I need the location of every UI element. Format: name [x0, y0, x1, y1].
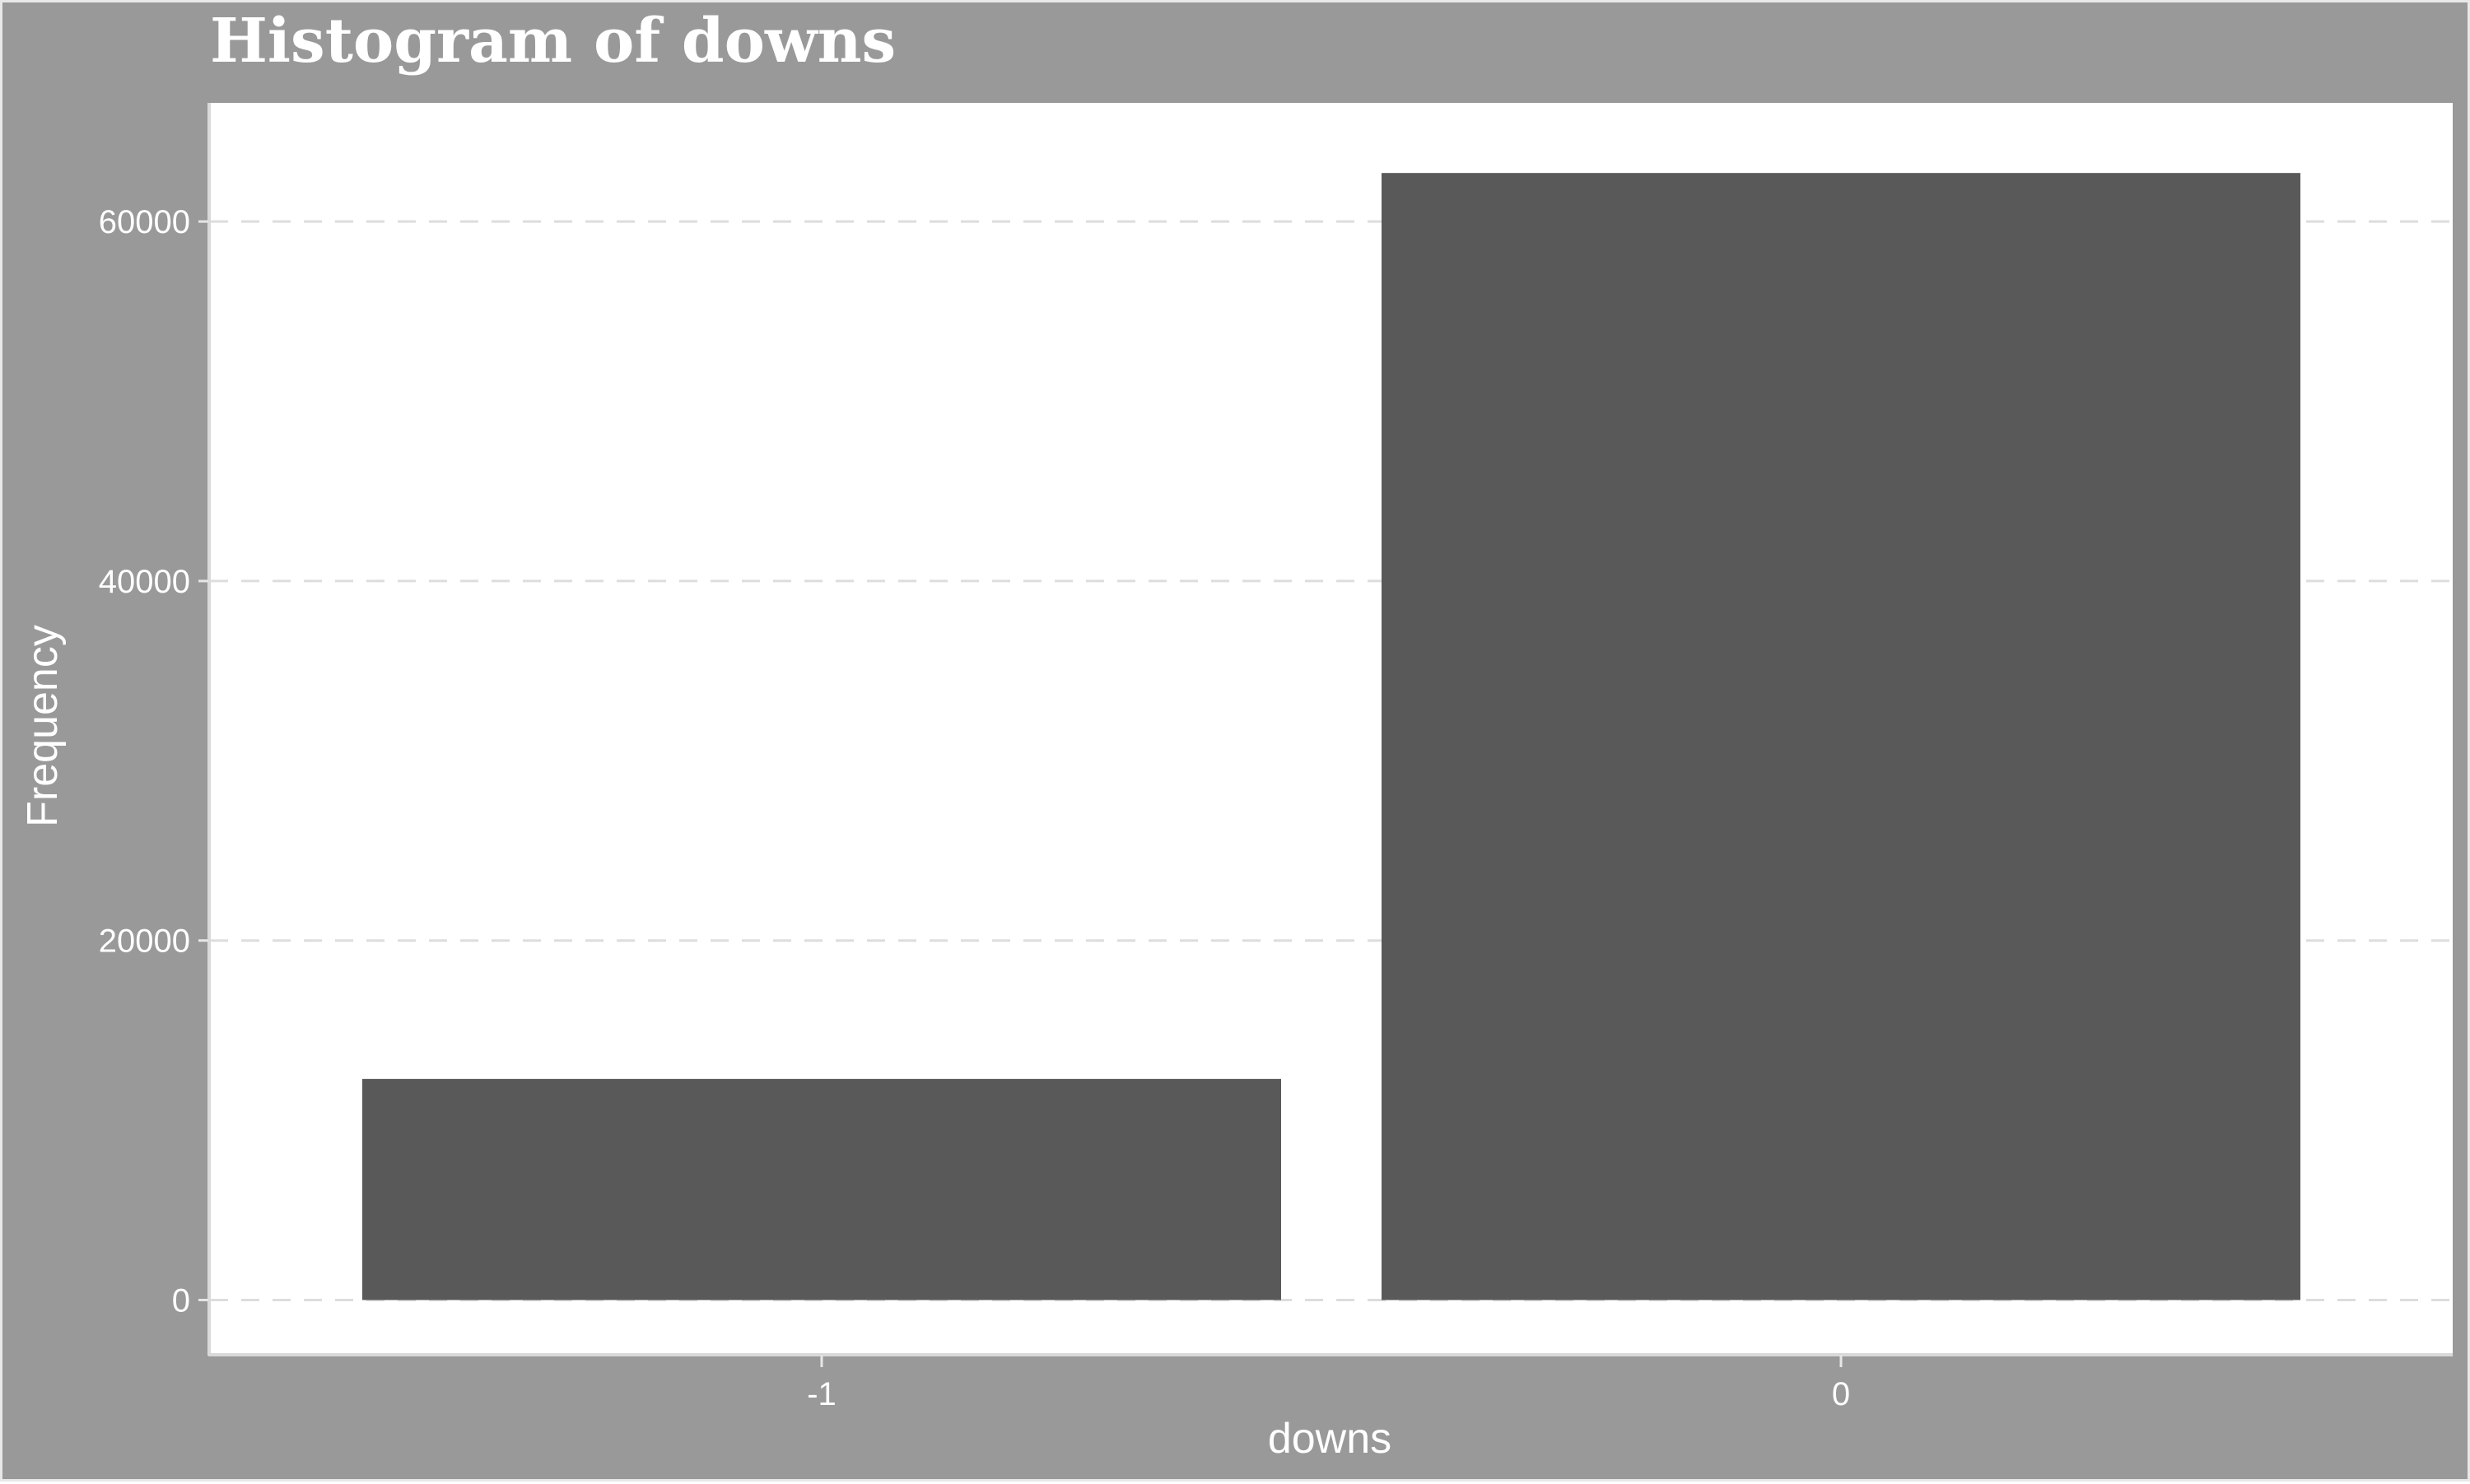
y-tick-label: 60000 [99, 204, 190, 240]
chart-title: Histogram of downs [210, 6, 897, 77]
y-tick-label: 40000 [99, 564, 190, 600]
y-tick-label: 0 [172, 1282, 190, 1319]
bar [362, 1078, 1281, 1300]
y-axis-ticks: 0 20000 40000 60000 [99, 204, 208, 1319]
y-tick-label: 20000 [99, 923, 190, 960]
x-axis-ticks: -1 0 [807, 1356, 1850, 1412]
y-axis-title: Frequency [19, 625, 67, 827]
bars [362, 173, 2300, 1300]
x-axis-title: downs [1268, 1415, 1391, 1463]
x-tick-label: 0 [1832, 1376, 1850, 1412]
x-tick-label: -1 [807, 1376, 837, 1412]
bar [1382, 173, 2300, 1300]
